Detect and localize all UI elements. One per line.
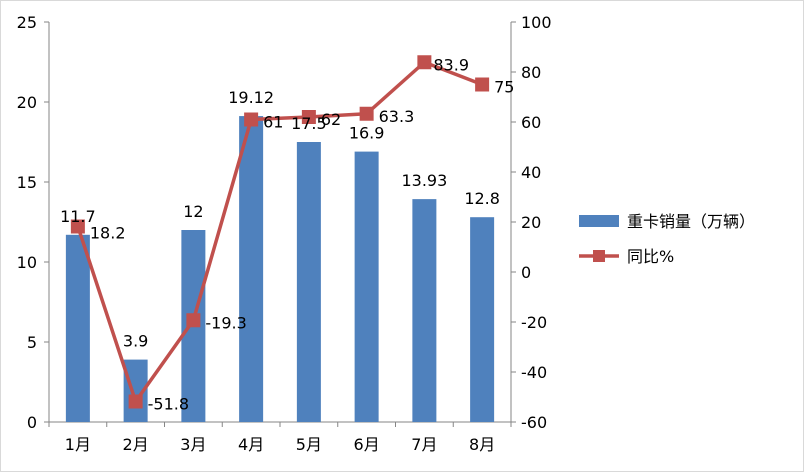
right-tick-label: -40 bbox=[521, 363, 547, 382]
line-point-marker bbox=[70, 219, 85, 234]
yoy-line bbox=[76, 60, 483, 404]
legend-bar-swatch bbox=[579, 215, 619, 227]
bar-data-label: 16.9 bbox=[349, 124, 385, 143]
bar bbox=[412, 199, 437, 422]
bar-data-label: 13.93 bbox=[401, 171, 447, 190]
line-data-label: 83.9 bbox=[433, 55, 469, 74]
x-tick-label: 2月 bbox=[123, 435, 149, 454]
right-tick-label: 0 bbox=[521, 263, 531, 282]
bars-group bbox=[65, 116, 495, 422]
line-data-label: 61 bbox=[263, 113, 283, 132]
right-tick-label: 20 bbox=[521, 213, 541, 232]
left-tick-label: 20 bbox=[17, 93, 37, 112]
right-tick-label: 80 bbox=[521, 63, 541, 82]
bar-data-label: 11.7 bbox=[60, 207, 96, 226]
bar-data-label: 17.5 bbox=[291, 114, 327, 133]
bar bbox=[239, 116, 264, 422]
right-tick-label: 100 bbox=[521, 13, 552, 32]
left-tick-label: 25 bbox=[17, 13, 37, 32]
right-tick-label: -60 bbox=[521, 413, 547, 432]
left-tick-label: 0 bbox=[27, 413, 37, 432]
x-tick-label: 3月 bbox=[180, 435, 206, 454]
line-point-marker bbox=[417, 55, 432, 70]
line-point-marker bbox=[186, 313, 201, 328]
x-tick-label: 5月 bbox=[296, 435, 322, 454]
legend-line-marker bbox=[593, 250, 605, 262]
bar bbox=[354, 151, 379, 422]
x-tick-label: 6月 bbox=[354, 435, 380, 454]
legend-line-label: 同比% bbox=[627, 247, 674, 266]
line-data-label: 75 bbox=[494, 78, 514, 97]
x-tick-label: 8月 bbox=[469, 435, 495, 454]
bar bbox=[470, 217, 495, 422]
bar bbox=[65, 234, 90, 422]
bar-data-label: 12.8 bbox=[464, 189, 500, 208]
legend-bar-label: 重卡销量（万辆） bbox=[627, 212, 755, 231]
line-data-label: -51.8 bbox=[148, 395, 189, 414]
bar-data-label: 12 bbox=[183, 202, 203, 221]
left-tick-label: 15 bbox=[17, 173, 37, 192]
left-tick-label: 5 bbox=[27, 333, 37, 352]
line-data-label: -19.3 bbox=[205, 313, 246, 332]
x-tick-label: 7月 bbox=[411, 435, 437, 454]
x-tick-label: 1月 bbox=[65, 435, 91, 454]
line-point-marker bbox=[475, 77, 490, 92]
bar-data-label: 19.12 bbox=[228, 88, 274, 107]
line-point-marker bbox=[301, 110, 316, 124]
data-labels-group: 11.7 3.9 12 19.12 17.5 16.9 13.93 12.8 18.2 -51.8… bbox=[60, 55, 514, 413]
right-tick-label: 60 bbox=[521, 113, 541, 132]
right-tick-label: -20 bbox=[521, 313, 547, 332]
line-point-marker bbox=[359, 106, 374, 121]
legend: 重卡销量（万辆） 同比% bbox=[579, 212, 755, 266]
line-data-label: 63.3 bbox=[379, 107, 415, 126]
line-series-group bbox=[70, 55, 490, 409]
line-point-marker bbox=[244, 112, 259, 127]
line-data-label: 62 bbox=[321, 110, 341, 129]
line-point-marker bbox=[128, 394, 143, 409]
bar-data-label: 3.9 bbox=[123, 332, 148, 351]
left-tick-label: 10 bbox=[17, 253, 37, 272]
bar bbox=[296, 142, 321, 422]
line-data-label: 18.2 bbox=[90, 224, 126, 243]
axes-group: 0 5 10 15 20 25 -60 -40 -20 0 20 40 60 80 100 1月 2月 3月 4月 5… bbox=[17, 13, 552, 454]
x-tick-label: 4月 bbox=[238, 435, 264, 454]
right-tick-label: 40 bbox=[521, 163, 541, 182]
